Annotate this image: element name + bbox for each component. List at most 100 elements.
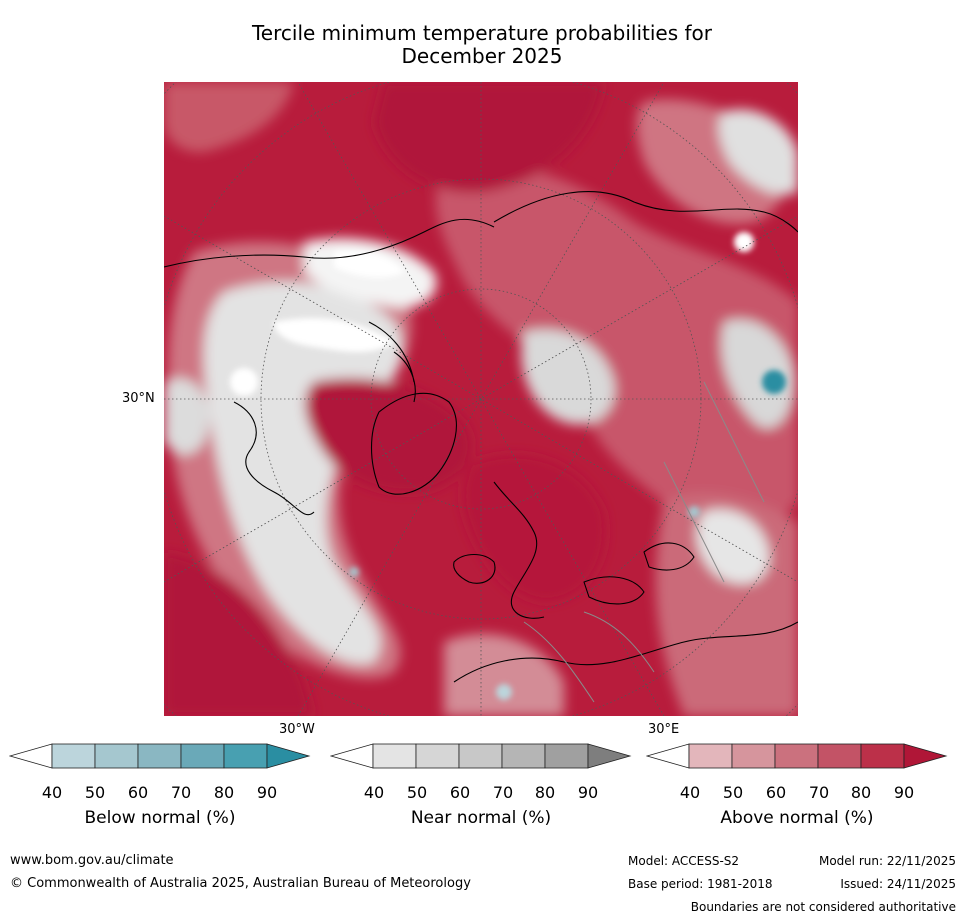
white-patch [274, 318, 394, 352]
below-normal-spot [688, 506, 700, 518]
colorbar-near-normal [329, 743, 632, 783]
white-patch [734, 232, 754, 252]
tick-label: 50 [722, 783, 744, 802]
colorbar-segment [774, 743, 819, 769]
coastline-greenland [371, 392, 457, 495]
tick-label: 60 [449, 783, 471, 802]
coastlines [164, 191, 798, 683]
colorbar-max-extend [587, 743, 632, 769]
near-normal-region [521, 329, 615, 425]
near-normal-region [696, 509, 770, 584]
tick-label: 80 [534, 783, 556, 802]
tick-label: 90 [893, 783, 915, 802]
model-name: Model: ACCESS-S2 [628, 854, 740, 868]
colorbar-below-normal [8, 743, 311, 783]
fine-detail [230, 232, 786, 700]
strong-above-core [164, 552, 314, 716]
white-patch [230, 368, 258, 396]
tick-label: 90 [577, 783, 599, 802]
colorbar-near-svg [329, 743, 632, 769]
strong-above-core [374, 82, 604, 193]
tick-label: 60 [765, 783, 787, 802]
border-line [663, 461, 725, 583]
colorbar-max-extend [903, 743, 948, 769]
colorbar-segment [94, 743, 139, 769]
coastline-hudson-bay [233, 401, 315, 516]
coastline-siberia [493, 191, 798, 233]
tick-label: 40 [41, 783, 63, 802]
colorbar-segment [860, 743, 905, 769]
strong-above-core [462, 454, 606, 602]
map-title: Tercile minimum temperature probabilitie… [165, 22, 799, 68]
colorbar-above-normal [645, 743, 948, 783]
border-line [703, 381, 765, 503]
near-normal-region [164, 378, 210, 455]
coastline-caspian [643, 542, 695, 571]
colorbar-segment [223, 743, 268, 769]
field-patch [435, 165, 798, 540]
map-svg [164, 82, 798, 716]
coastline-black-sea [583, 576, 645, 605]
field-patch [444, 634, 564, 716]
colorbar-min-extend [329, 743, 374, 769]
colorbar-min-extend [645, 743, 690, 769]
longitude-label-east: 30°E [648, 722, 680, 737]
coastline-north-america [164, 218, 495, 268]
issued-date: Issued: 24/11/2025 [840, 877, 956, 891]
latitude-label: 30°N [122, 391, 155, 406]
tick-label: 80 [213, 783, 235, 802]
coastline-scandinavia [493, 481, 545, 619]
tick-label: 40 [363, 783, 385, 802]
strong-above-core [305, 378, 472, 493]
below-normal-spot [349, 567, 359, 577]
tick-label: 70 [492, 783, 514, 802]
below-normal-spot [496, 684, 512, 700]
tick-label: 70 [170, 783, 192, 802]
copyright-text: © Commonwealth of Australia 2025, Austra… [10, 876, 471, 891]
colorbar-segment [501, 743, 546, 769]
colorbar-segment [51, 743, 96, 769]
colorbar-below-svg [8, 743, 311, 769]
title-line-1: Tercile minimum temperature probabilitie… [251, 21, 713, 45]
colorbar-segment [415, 743, 460, 769]
colorbar-segment [458, 743, 503, 769]
near-normal-region [718, 109, 798, 195]
probability-map [164, 82, 798, 716]
colorbar-segment [544, 743, 589, 769]
boundaries-disclaimer: Boundaries are not considered authoritat… [690, 900, 956, 914]
colorbar-max-extend [266, 743, 311, 769]
border-line [583, 611, 655, 673]
latitude-circle [370, 288, 592, 510]
colorbar-segment [372, 743, 417, 769]
field-patch [164, 82, 294, 153]
near-normal-region [721, 319, 795, 429]
colorbar-segment [688, 743, 733, 769]
tick-label: 40 [679, 783, 701, 802]
colorbar-above-title: Above normal (%) [720, 808, 874, 828]
title-line-2: December 2025 [401, 44, 563, 68]
colorbar-above-svg [645, 743, 948, 769]
tick-label: 80 [850, 783, 872, 802]
graticule [164, 82, 798, 716]
colorbar-min-extend [8, 743, 53, 769]
country-borders [523, 381, 765, 703]
colorbar-segment [817, 743, 862, 769]
model-run-date: Model run: 22/11/2025 [818, 854, 956, 868]
border-line [523, 621, 595, 703]
coastline-iceland [453, 553, 496, 584]
colorbar-segment [180, 743, 225, 769]
colorbar-below-title: Below normal (%) [84, 808, 236, 828]
tick-label: 50 [406, 783, 428, 802]
colorbar-segment [137, 743, 182, 769]
tick-label: 70 [808, 783, 830, 802]
tick-label: 50 [84, 783, 106, 802]
longitude-label-west: 30°W [279, 722, 315, 737]
coastline-mediterranean [453, 621, 798, 683]
coastline-arctic-islands [368, 321, 416, 403]
tick-label: 60 [127, 783, 149, 802]
colorbar-segment [731, 743, 776, 769]
white-patch [334, 250, 404, 278]
website-link[interactable]: www.bom.gov.au/climate [10, 853, 174, 868]
base-period: Base period: 1981-2018 [628, 877, 773, 891]
tick-label: 90 [256, 783, 278, 802]
